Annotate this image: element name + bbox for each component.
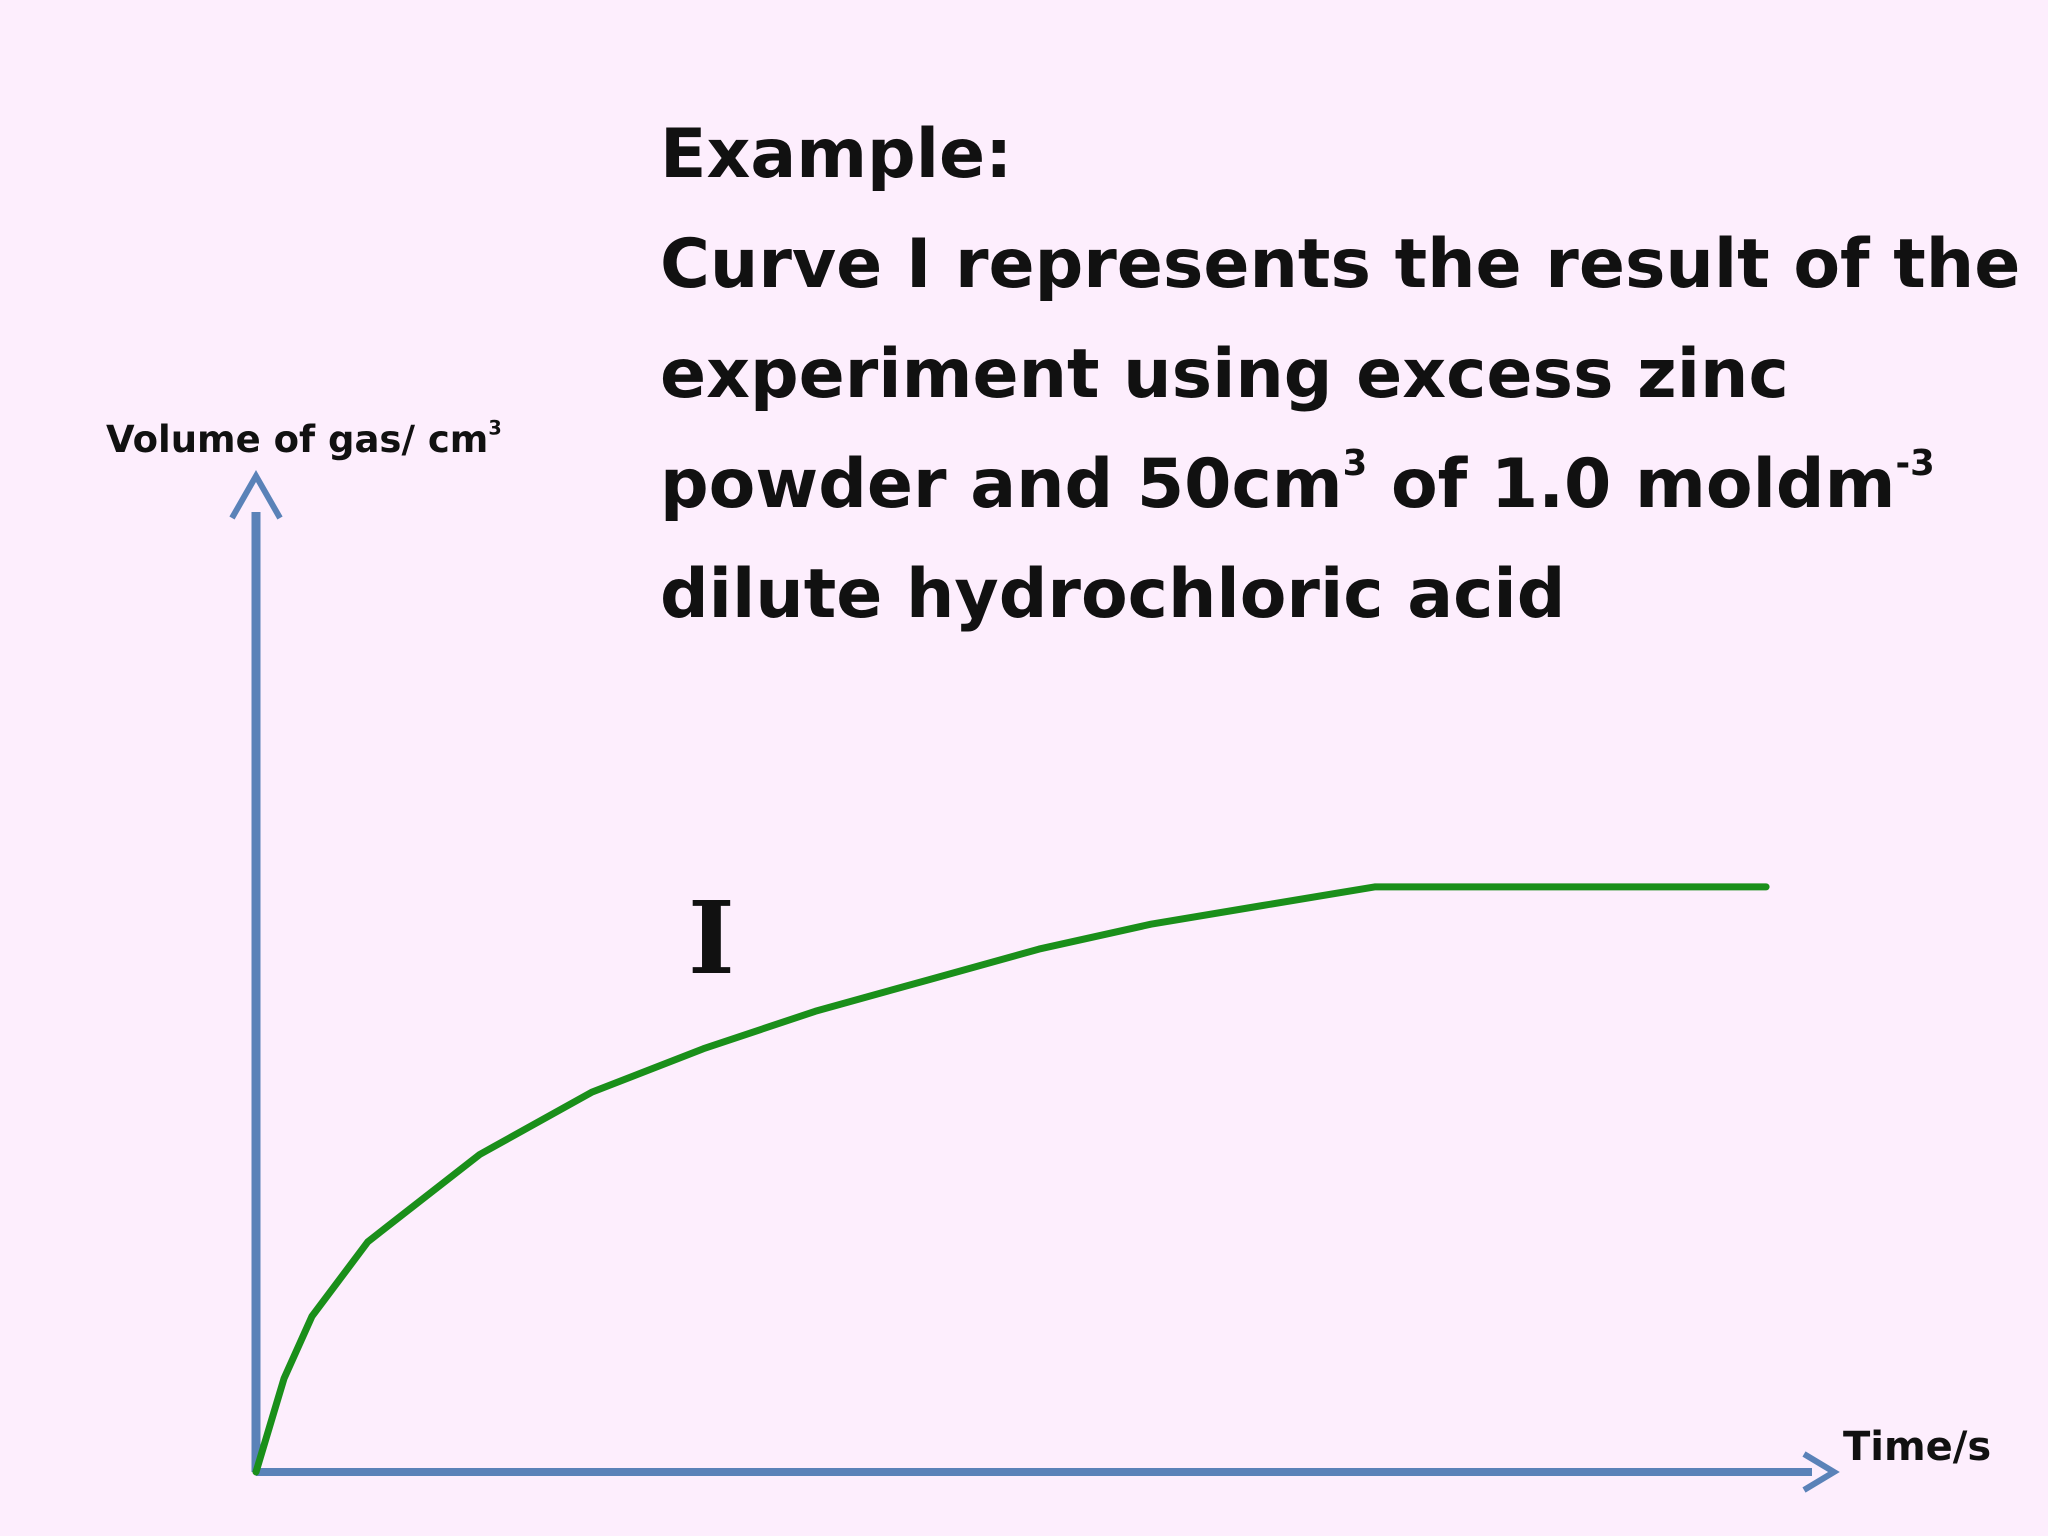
series-line-I <box>252 883 1770 1476</box>
body-line-3-superscript-1: 3 <box>1342 443 1368 485</box>
body-line-3-part-b: of 1.0 moldm <box>1367 445 1896 524</box>
y-axis-label-text: Volume of gas/ cm <box>106 418 489 461</box>
slide-body-line-1: Curve I represents the result of the <box>660 225 2021 304</box>
slide-text: Example: Curve I represents the result o… <box>660 100 2020 650</box>
y-axis-label: Volume of gas/ cm3 <box>106 418 502 461</box>
slide-heading: Example: <box>660 115 1013 194</box>
x-axis-arrow-icon <box>1802 1451 1840 1493</box>
body-line-3-part-a: powder and 50cm <box>660 445 1343 524</box>
y-axis-label-superscript: 3 <box>488 416 502 440</box>
body-line-3-superscript-2: -3 <box>1895 443 1935 485</box>
axes <box>229 469 1840 1493</box>
y-axis-arrow-icon <box>229 469 283 520</box>
slide-body-line-3: powder and 50cm3 of 1.0 moldm-3 <box>660 430 2020 540</box>
slide-body-line-4: dilute hydrochloric acid <box>660 555 1566 634</box>
x-axis-label: Time/s <box>1843 1424 1992 1470</box>
slide-body-line-2: experiment using excess zinc <box>660 335 1789 414</box>
plot-area <box>252 883 1770 1476</box>
curve-label-I: I <box>688 879 735 997</box>
